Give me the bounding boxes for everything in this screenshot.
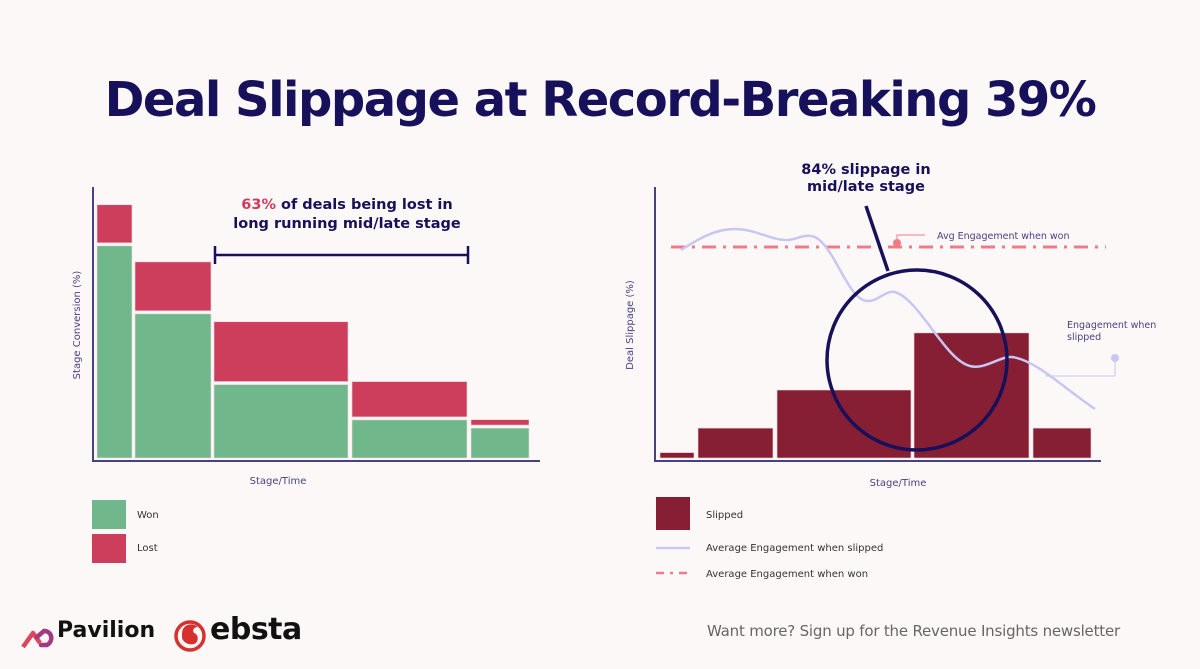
annotation-highlight: 63% [241, 197, 276, 213]
legend-swatch-slipped [656, 497, 690, 530]
right-annotation-line2: mid/late stage [807, 179, 925, 195]
legend-swatch-lost [92, 534, 126, 563]
bar-won [470, 427, 530, 459]
newsletter-cta-link[interactable]: Want more? Sign up for the Revenue Insig… [707, 622, 1120, 640]
right-annotation-line1: 84% slippage in [801, 162, 930, 178]
left-annotation-line1: 63% of deals being lost in [241, 197, 452, 213]
bar-slipped [659, 452, 695, 459]
bracket [213, 246, 470, 264]
bar-slipped [697, 427, 774, 459]
bar-won [351, 419, 468, 459]
legend-label-engagement-slipped: Average Engagement when slipped [706, 543, 883, 554]
left-chart: Stage Conversion (%) Stage/Time 63% of de… [72, 187, 540, 563]
won-line-callout [893, 234, 925, 247]
bar-lost [470, 419, 530, 426]
bar-lost [213, 321, 349, 382]
page-title: Deal Slippage at Record-Breaking 39% [104, 72, 1097, 128]
right-y-axis-label: Deal Slippage (%) [625, 280, 636, 370]
right-bars [659, 332, 1092, 459]
legend-label-lost: Lost [137, 543, 158, 554]
left-x-axis-label: Stage/Time [250, 476, 307, 487]
legend-label-won: Won [137, 510, 159, 521]
bar-lost [134, 261, 212, 312]
avg-engagement-slipped-line [680, 227, 1096, 411]
left-bars [96, 204, 530, 459]
pavilion-brand: Pavilion [57, 618, 156, 643]
legend-label-slipped: Slipped [706, 510, 743, 521]
pavilion-logo-icon [21, 628, 54, 649]
slipped-line-callout [1045, 354, 1119, 377]
avg-engagement-won-label: Avg Engagement when won [937, 231, 1070, 242]
bar-won [96, 245, 133, 459]
ebsta-brand: ebsta [210, 612, 302, 647]
legend-label-engagement-won: Average Engagement when won [706, 569, 868, 580]
bar-won [134, 313, 212, 459]
bar-won [213, 384, 349, 459]
right-chart: Deal Slippage (%) Stage/Time Avg Engagem… [625, 162, 1156, 580]
left-annotation-line2: long running mid/late stage [233, 216, 461, 232]
legend-swatch-won [92, 500, 126, 529]
bar-slipped [1032, 427, 1092, 459]
magnifier-icon [825, 205, 1009, 452]
ebsta-logo-icon [174, 620, 206, 652]
bar-lost [96, 204, 133, 244]
engagement-slipped-label-1: Engagement when [1067, 320, 1156, 331]
annotation-text: of deals being lost in [281, 197, 453, 213]
engagement-slipped-label-2: slipped [1067, 332, 1101, 343]
left-y-axis-label: Stage Conversion (%) [72, 271, 83, 380]
bar-slipped [913, 332, 1030, 459]
right-x-axis-label: Stage/Time [870, 478, 927, 489]
bar-lost [351, 381, 468, 418]
